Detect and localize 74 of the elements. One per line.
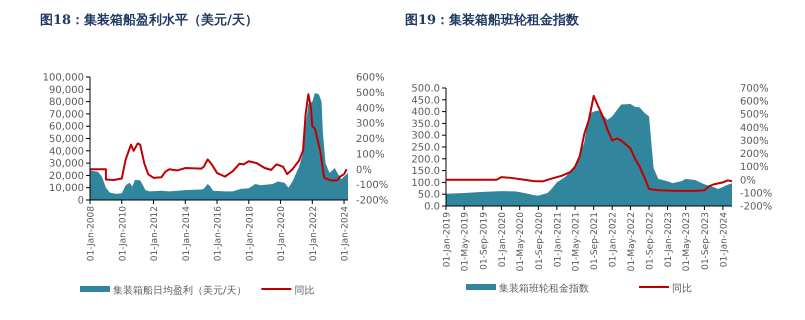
y2-tick-label: 700% (740, 84, 769, 94)
y-tick-label: 300.0 (411, 130, 440, 142)
line-series (89, 93, 348, 182)
y-tick-label: 400.0 (411, 107, 440, 118)
legend-label: 同比 (672, 282, 692, 294)
y-tick-label: 0 (78, 196, 84, 206)
y-tick-label: 350.0 (411, 118, 440, 130)
x-tick-label: 01-Jan-2012 (150, 206, 160, 262)
x-tick-label: 01-Jan-2016 (214, 206, 224, 262)
x-tick-label: 01-Jan-2018 (245, 206, 256, 262)
y-tick-label: 10,000 (49, 183, 84, 194)
y-tick-label: 70,000 (49, 109, 84, 120)
y-tick-label: 50,000 (49, 134, 84, 145)
y2-tick-label: 400% (740, 122, 769, 134)
x-tick-label: 01-May-2019 (460, 212, 471, 272)
x-tick-label: 01-Sep-2021 (590, 212, 600, 270)
y2-tick-label: 300% (740, 136, 769, 147)
x-tick-label: 01-Jan-2020 (498, 212, 508, 268)
x-tick-label: 01-Jan-2019 (442, 212, 452, 268)
y-tick-label: 100,000 (42, 72, 84, 84)
y-tick-label: 90,000 (49, 84, 84, 96)
legend-label: 集装箱班轮租金指数 (499, 282, 589, 294)
y-tick-label: 80,000 (49, 97, 84, 108)
y-tick-label: 0.0 (424, 202, 440, 212)
y-tick-label: 20,000 (49, 170, 84, 182)
legend-label: 集装箱船日均盈利（美元/天） (113, 284, 246, 296)
x-tick-label: 01-Jan-2010 (118, 206, 128, 262)
y-tick-label: 150.0 (411, 166, 440, 178)
y2-tick-label: 0% (356, 164, 372, 176)
x-tick-label: 01-Jan-2024 (719, 212, 730, 268)
y-tick-label: 40,000 (49, 146, 84, 158)
x-tick-label: 01-Jan-2023 (664, 212, 674, 268)
x-tick-label: 01-Sep-2022 (646, 212, 656, 270)
y2-tick-label: 100% (740, 162, 769, 174)
x-tick-label: 01-Jan-2014 (182, 206, 192, 262)
y-tick-label: 200.0 (411, 154, 440, 166)
y2-tick-label: -100% (356, 180, 388, 192)
y-tick-label: 100.0 (411, 178, 440, 189)
y2-tick-label: 600% (740, 96, 769, 108)
y-tick-label: 60,000 (49, 122, 84, 133)
y-tick-label: 250.0 (411, 142, 440, 154)
y2-tick-label: 100% (356, 149, 385, 160)
y-tick-label: 30,000 (49, 158, 84, 170)
x-tick-label: 01-Jan-2022 (608, 212, 619, 268)
x-tick-label: 01-Sep-2019 (479, 212, 490, 270)
x-tick-label: 01-Jan-2022 (308, 206, 319, 262)
chart-title: 图19：集装箱船班轮租金指数 (405, 13, 580, 28)
y2-tick-label: 500% (740, 110, 769, 121)
y2-tick-label: 400% (356, 103, 385, 114)
x-tick-label: 01-May-2023 (682, 212, 692, 272)
x-tick-label: 01-May-2020 (516, 212, 526, 272)
x-tick-label: 01-Jan-2021 (553, 212, 564, 268)
y-tick-label: 450.0 (411, 95, 440, 106)
y2-tick-label: 200% (740, 149, 769, 160)
y2-tick-label: 200% (356, 134, 385, 145)
y2-tick-label: 0% (740, 175, 756, 186)
x-tick-label: 01-Jan-2024 (340, 206, 351, 262)
chart-title: 图18：集装箱船盈利水平（美元/天） (40, 12, 258, 28)
y2-tick-label: 500% (356, 88, 385, 99)
x-tick-label: 01-Jan-2020 (277, 206, 288, 262)
legend-label: 同比 (294, 284, 314, 296)
x-tick-label: 01-Sep-2023 (700, 212, 711, 270)
y2-tick-label: -200% (356, 196, 388, 206)
x-tick-label: 01-Jan-2008 (86, 206, 96, 262)
y-tick-label: 50.0 (418, 190, 440, 201)
y2-tick-label: 600% (356, 72, 385, 84)
y2-tick-label: 300% (356, 118, 385, 130)
y2-tick-label: -200% (740, 202, 772, 212)
line-series (445, 94, 733, 192)
x-tick-label: 01-Sep-2020 (534, 212, 545, 270)
x-tick-label: 01-May-2022 (626, 212, 637, 272)
x-tick-label: 01-May-2021 (572, 212, 582, 272)
y2-tick-label: -100% (740, 188, 772, 200)
y-tick-label: 500.0 (411, 84, 440, 94)
